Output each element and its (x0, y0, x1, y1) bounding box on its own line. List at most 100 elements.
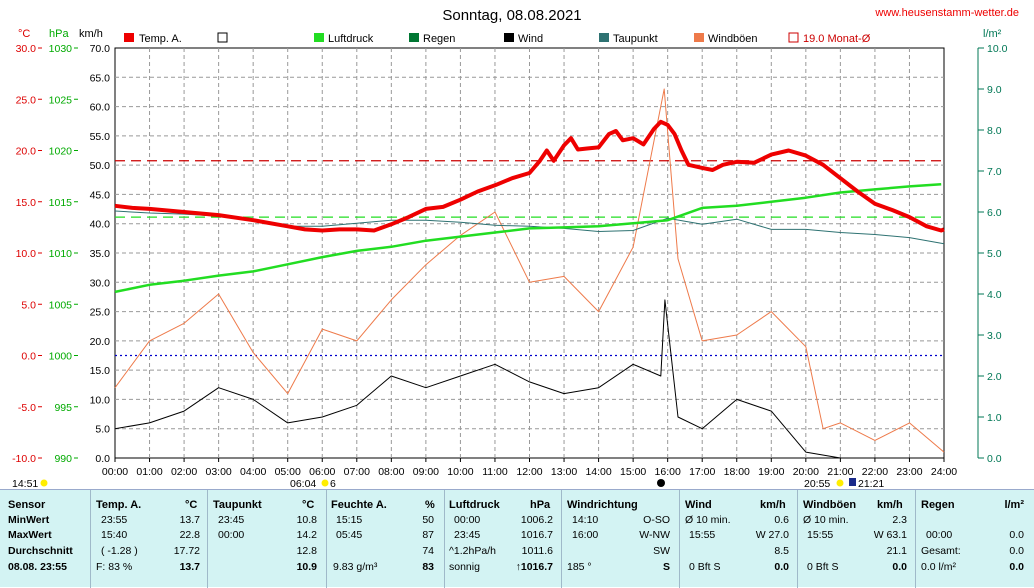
y-tick-rain: 8.0 (987, 125, 1002, 137)
y-tick-rain: 4.0 (987, 289, 1002, 301)
column-separator (915, 490, 916, 588)
windboeen-avg: 21.1 (886, 545, 907, 557)
luftdruck-min-time: 00:00 (454, 514, 481, 526)
y-tick-kmh: 65.0 (90, 72, 111, 84)
sun-icon-left (40, 479, 48, 487)
x-tick-label: 11:00 (482, 466, 508, 478)
x-tick-label: 02:00 (171, 466, 197, 478)
y-tick-temp: 25.0 (16, 94, 37, 106)
luftdruck-max-time: 23:45 (454, 529, 481, 541)
windboeen-max-time: 15:55 (807, 529, 834, 541)
moon-icon (657, 479, 665, 487)
feuchte-current: 83 (422, 561, 434, 573)
unit-hpa: hPa (49, 28, 69, 40)
wind-header: Wind (685, 499, 712, 511)
x-tick-label: 24:00 (931, 466, 957, 478)
grid (115, 48, 944, 458)
windboeen-current-note: 0 Bft S (807, 561, 839, 573)
wind-avg: 8.5 (774, 545, 789, 557)
legend-temp: Temp. A. (139, 33, 182, 45)
temp-min-time: 23:55 (101, 514, 128, 526)
y-tick-kmh: 45.0 (90, 189, 111, 201)
windboeen-min: 2.3 (892, 514, 907, 526)
temp-min: 13.7 (179, 514, 200, 526)
taupunkt-max-time: 00:00 (218, 529, 245, 541)
y-tick-rain: 3.0 (987, 330, 1002, 342)
y-tick-kmh: 30.0 (90, 277, 111, 289)
regen-min-time: 00:00 (926, 529, 953, 541)
legend-swatch-temp (124, 33, 134, 42)
y-tick-rain: 0.0 (987, 453, 1002, 465)
website-label: www.heusenstamm-wetter.de (874, 7, 1019, 19)
unit-kmh: km/h (79, 28, 103, 40)
y-tick-rain: 9.0 (987, 84, 1002, 96)
feuchte-avg: 74 (422, 545, 434, 557)
y-tick-rain: 7.0 (987, 166, 1002, 178)
x-tick-label: 00:00 (102, 466, 128, 478)
y-tick-kmh: 60.0 (90, 102, 111, 114)
y-tick-temp: 15.0 (16, 197, 37, 209)
column-separator (679, 490, 680, 588)
regen-avg-note: Gesamt: (921, 545, 961, 557)
taupunkt-min-time: 23:45 (218, 514, 245, 526)
column-separator (326, 490, 327, 588)
windrichtung-header: Windrichtung (567, 499, 638, 511)
y-tick-hpa: 1010 (49, 248, 73, 260)
temp-max-time: 15:40 (101, 529, 128, 541)
sunset-label: 20:55 (804, 478, 830, 489)
y-tick-temp: -5.0 (18, 402, 36, 414)
x-tick-label: 22:00 (862, 466, 888, 478)
taupunkt-unit: °C (302, 499, 315, 511)
windrichtung-current-note: 185 ° (567, 561, 592, 573)
sunrise-icon (321, 479, 329, 487)
row-label-sensor: Sensor (8, 499, 46, 511)
y-tick-kmh: 5.0 (95, 424, 110, 436)
regen-avg: 0.0 (1009, 545, 1024, 557)
series-lines (114, 88, 945, 459)
y-tick-temp: 20.0 (16, 146, 37, 158)
temp-avg-note: ( -1.28 ) (101, 545, 138, 557)
y-tick-hpa: 1015 (49, 197, 73, 209)
taupunkt-current: 10.9 (296, 561, 317, 573)
y-tick-hpa: 1025 (49, 94, 73, 106)
x-tick-label: 20:00 (793, 466, 819, 478)
x-tick-label: 06:00 (309, 466, 335, 478)
legend-swatch-windboeen (694, 33, 704, 42)
y-tick-kmh: 0.0 (95, 453, 110, 465)
taupunkt-avg: 12.8 (296, 545, 317, 557)
x-tick-label: 19:00 (758, 466, 784, 478)
wind-min: 0.6 (774, 514, 789, 526)
sunrise-hour-label: 6 (330, 478, 336, 489)
windrichtung-min: O-SO (643, 514, 670, 526)
windboeen-min-time: Ø 10 min. (803, 514, 849, 526)
legend-taupunkt: Taupunkt (613, 33, 658, 45)
temp-avg: 17.72 (173, 545, 200, 557)
y-tick-kmh: 10.0 (90, 394, 111, 406)
windboeen-unit: km/h (877, 499, 903, 511)
x-tick-label: 18:00 (724, 466, 750, 478)
wind-current-note: 0 Bft S (689, 561, 721, 573)
wind-current: 0.0 (774, 561, 789, 573)
feuchte-unit: % (425, 499, 435, 511)
regen-min: 0.0 (1009, 529, 1024, 541)
windrichtung-max-time: 16:00 (572, 529, 599, 541)
y-tick-temp: 10.0 (16, 248, 37, 260)
x-tick-label: 14:00 (585, 466, 611, 478)
legend-swatch-wind (504, 33, 514, 42)
windrichtung-avg: SW (653, 545, 670, 557)
x-tick-label: 10:00 (447, 466, 473, 478)
row-label-max: MaxWert (8, 529, 52, 541)
y-tick-hpa: 995 (54, 402, 72, 414)
y-tick-kmh: 25.0 (90, 307, 111, 319)
unit-rain: l/m² (983, 28, 1002, 40)
windboeen-max: W 63.1 (873, 529, 907, 541)
luftdruck-current: ↑1016.7 (515, 561, 553, 573)
y-tick-temp: 0.0 (21, 351, 36, 363)
stats-table: Sensor MinWert MaxWert Durchschnitt 08.0… (0, 489, 1034, 588)
y-tick-hpa: 990 (54, 453, 72, 465)
moonrise-icon (849, 478, 856, 486)
x-tick-label: 05:00 (275, 466, 301, 478)
series-temp (114, 119, 945, 233)
wind-min-time: Ø 10 min. (685, 514, 731, 526)
y-tick-kmh: 40.0 (90, 219, 111, 231)
